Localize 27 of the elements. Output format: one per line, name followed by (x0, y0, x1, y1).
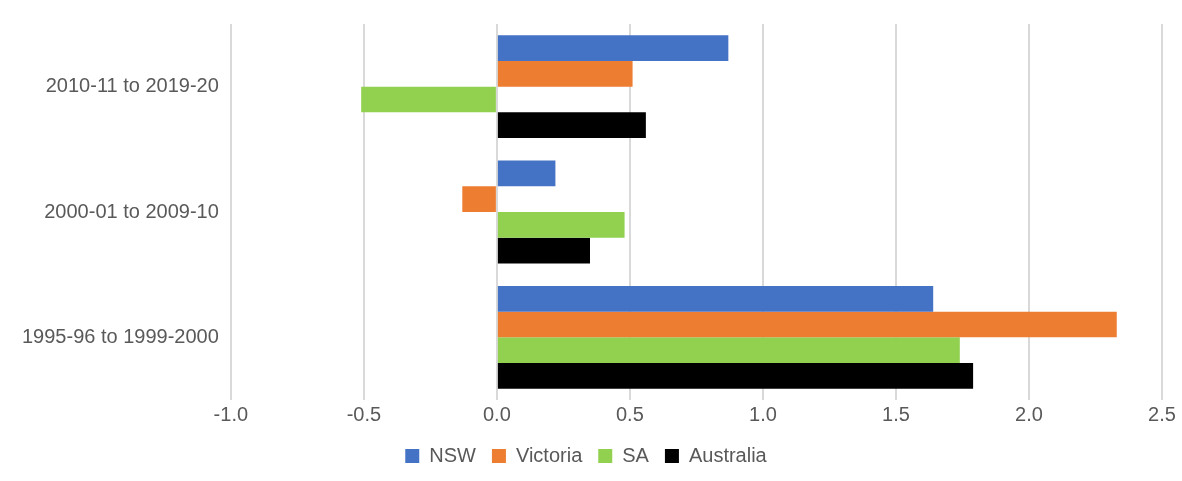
bar (497, 311, 1117, 338)
bar (497, 285, 934, 312)
x-tick-label: 1.0 (749, 402, 777, 425)
y-tick-label: 1995-96 to 1999-2000 (21, 324, 219, 347)
legend-label: SA (622, 443, 650, 466)
x-tick-label: 0.5 (616, 402, 644, 425)
bar (497, 35, 729, 61)
bar (497, 60, 633, 87)
bar (497, 237, 590, 264)
legend-label: Australia (688, 443, 768, 466)
legend-label: NSW (429, 443, 477, 466)
x-tick-label: 2.5 (1148, 402, 1176, 425)
x-tick-label: -1.0 (213, 402, 249, 425)
legend-label: Victoria (515, 443, 584, 466)
bar (497, 212, 625, 238)
x-tick-label: -0.5 (346, 402, 382, 425)
bar (462, 186, 496, 212)
x-tick-label: 2.0 (1015, 402, 1043, 425)
bar (497, 363, 974, 389)
bar (497, 112, 646, 139)
bar (361, 86, 496, 113)
y-tick-label: 2000-01 to 2009-10 (44, 199, 219, 222)
bar (497, 160, 556, 187)
y-tick-label: 2010-11 to 2019-20 (45, 74, 219, 97)
bar (497, 337, 960, 364)
x-tick-label: 0.0 (482, 402, 511, 425)
x-tick-label: 1.5 (882, 402, 910, 425)
